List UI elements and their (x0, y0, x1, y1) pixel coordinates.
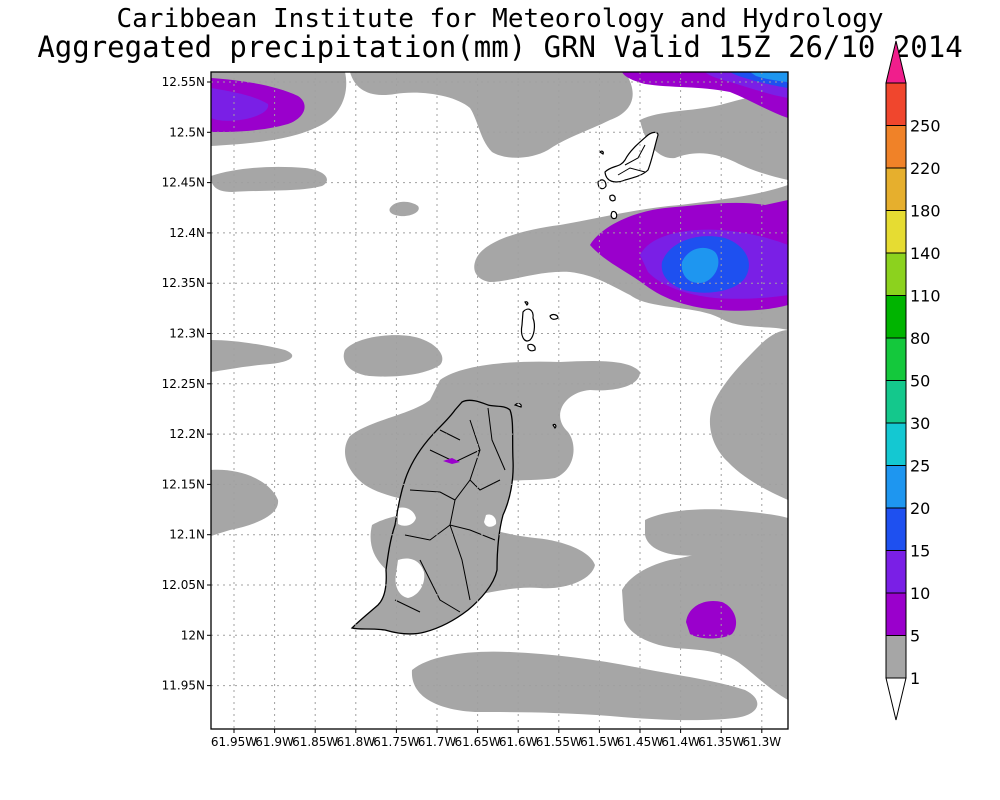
lat-label: 12N (181, 628, 205, 642)
gray-area-center-left (343, 335, 443, 377)
colorbar-label: 15 (910, 542, 930, 561)
colorbar-segment (885, 210, 907, 254)
colorbar-label: 20 (910, 499, 930, 518)
colorbar-segment (885, 380, 907, 424)
gray-area-west-strip (211, 340, 293, 372)
colorbar-segment (885, 422, 907, 466)
lat-label: 12.5N (169, 125, 205, 139)
carriacou-lines (617, 144, 646, 176)
title-line-1: Caribbean Institute for Meteorology and … (116, 4, 884, 34)
gray-area-top (350, 72, 633, 158)
lon-label: 61.85W (292, 735, 338, 749)
colorbar-label: 10 (910, 584, 930, 603)
island-dry-patches (395, 507, 497, 598)
lat-label: 12.4N (169, 226, 205, 240)
colorbar-segment (885, 82, 907, 126)
lon-label: 61.65W (454, 735, 500, 749)
lat-label: 12.2N (169, 427, 205, 441)
lon-label: 61.45W (617, 735, 663, 749)
lat-label: 12.05N (162, 578, 205, 592)
colorbar-segment (885, 592, 907, 636)
colorbar-segment (885, 507, 907, 551)
colorbar-segment (885, 125, 907, 169)
colorbar-label: 80 (910, 329, 930, 348)
lat-label: 12.45N (162, 176, 205, 190)
lat-label: 12.35N (162, 276, 205, 290)
colorbar-label: 140 (910, 244, 941, 263)
colorbar-label: 250 (910, 117, 941, 136)
colorbar-below-triangle (885, 677, 907, 721)
gray-area-east-right (709, 330, 788, 500)
grenada-island (352, 400, 514, 634)
lightblue-ne-top (750, 72, 788, 82)
colorbar-segment (885, 295, 907, 339)
purple-se (686, 600, 737, 639)
colorbar-label: 25 (910, 457, 930, 476)
island-outline (350, 399, 514, 635)
colorbar-segment (885, 252, 907, 296)
lon-label: 61.6W (499, 735, 538, 749)
lon-label: 61.3W (743, 735, 782, 749)
lightblue-east (681, 247, 719, 284)
lon-label: 61.55W (536, 735, 582, 749)
colorbar-segment (885, 465, 907, 509)
colorbar-label: 1 (910, 669, 920, 688)
lon-label: 61.75W (373, 735, 419, 749)
colorbar-segment (885, 167, 907, 211)
title-line-2: Aggregated precipitation(mm) GRN Valid 1… (37, 30, 963, 64)
colorbar-label: 50 (910, 372, 930, 391)
lon-label: 61.9W (255, 735, 294, 749)
lat-label: 12.25N (162, 377, 205, 391)
grenadine-islets (513, 131, 659, 429)
purple-island-spot (443, 458, 460, 464)
gray-area-ne-upper (640, 90, 788, 180)
violet-nw (211, 88, 269, 121)
lat-label: 12.1N (169, 528, 205, 542)
lat-label: 12.15N (162, 477, 205, 491)
lon-label: 61.95W (211, 735, 257, 749)
colorbar-label: 110 (910, 287, 941, 306)
precipitation-field (211, 72, 788, 729)
colorbar-segment (885, 550, 907, 594)
colorbar-label: 180 (910, 202, 941, 221)
colorbar-label: 220 (910, 159, 941, 178)
gray-area-west-left (211, 469, 279, 536)
carriacou (604, 131, 659, 183)
colorbar-label: 30 (910, 414, 930, 433)
gray-area-se-edge (645, 509, 788, 556)
lon-label: 61.5W (580, 735, 619, 749)
colorbar-segment (885, 635, 907, 679)
lat-label: 12.3N (169, 327, 205, 341)
lat-label: 11.95N (162, 679, 205, 693)
gridlines (207, 72, 788, 733)
lon-label: 61.4W (661, 735, 700, 749)
latitude-labels: 12.55N 12.5N 12.45N 12.4N 12.35N 12.3N 12.25N 1… (162, 75, 205, 693)
longitude-labels: 61.95W61.9W61.85W61.8W61.75W61.7W61.65W6… (211, 735, 781, 749)
colorbar-segment (885, 337, 907, 381)
gray-area-nw-blob (211, 166, 327, 192)
lon-label: 61.8W (337, 735, 376, 749)
colorbar-above-triangle (885, 40, 907, 84)
plot-frame (210, 71, 789, 730)
precip-higher-areas (211, 72, 788, 639)
lon-label: 61.35W (698, 735, 744, 749)
colorbar-label: 5 (910, 627, 920, 646)
lat-label: 12.55N (162, 75, 205, 89)
lon-label: 61.7W (418, 735, 457, 749)
